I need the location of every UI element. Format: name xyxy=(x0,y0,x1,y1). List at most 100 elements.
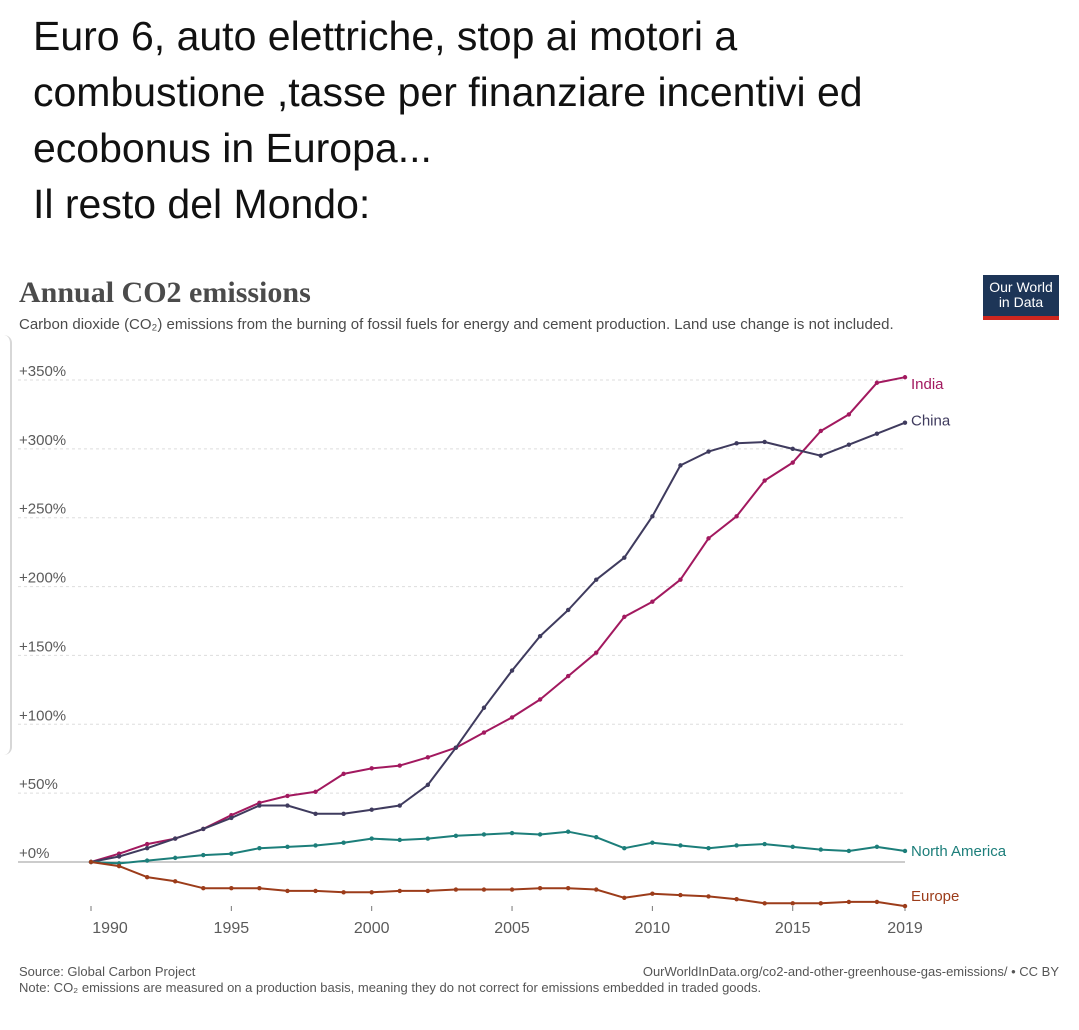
data-point xyxy=(369,890,374,895)
data-point xyxy=(818,428,823,434)
y-tick-label: +0% xyxy=(19,845,49,862)
data-point xyxy=(537,885,543,891)
data-point xyxy=(734,896,739,902)
post-caption-line: ecobonus in Europa... xyxy=(33,125,432,171)
data-point xyxy=(453,887,459,892)
y-axis: +0% +50% +100% +150% +200% +250% +300% +350% xyxy=(19,363,66,862)
data-point xyxy=(622,846,627,851)
y-tick-label: +300% xyxy=(19,432,66,449)
data-point xyxy=(706,846,711,851)
line-chart: +0% +50% +100% +150% +200% +250% +300% +350% 19… xyxy=(18,363,1007,937)
data-point xyxy=(201,885,206,891)
data-point xyxy=(818,901,823,906)
data-point xyxy=(678,463,683,468)
data-point xyxy=(285,803,290,808)
chart-legend: India China North America Europe xyxy=(911,376,1007,905)
data-point xyxy=(790,460,795,465)
data-point xyxy=(397,803,402,808)
data-point xyxy=(313,811,318,816)
data-point xyxy=(762,901,767,906)
data-point xyxy=(622,614,627,620)
data-point xyxy=(846,442,852,447)
post-caption-line: combustione ,tasse per finanziare incent… xyxy=(33,69,863,115)
data-point xyxy=(734,843,739,848)
data-point xyxy=(425,836,431,841)
x-tick-label: 2005 xyxy=(494,920,530,937)
data-point xyxy=(902,848,908,854)
data-point xyxy=(313,888,318,894)
data-point xyxy=(902,375,908,380)
data-point xyxy=(565,673,571,679)
data-point xyxy=(846,848,852,854)
data-point xyxy=(369,766,374,771)
data-point xyxy=(257,846,262,851)
data-point xyxy=(874,431,880,436)
data-point xyxy=(285,844,290,850)
data-point xyxy=(397,888,402,894)
data-point xyxy=(313,789,318,794)
data-point xyxy=(818,453,823,458)
y-tick-label: +50% xyxy=(19,776,58,793)
data-point xyxy=(173,836,178,841)
data-point xyxy=(313,843,318,848)
chart-subtitle: Carbon dioxide (CO₂) emissions from the … xyxy=(19,316,894,333)
data-point xyxy=(88,859,94,865)
owid-logo-line1: Our World xyxy=(989,279,1053,295)
owid-logo-line2: in Data xyxy=(998,294,1044,310)
data-point xyxy=(144,874,150,880)
series-line-north-america xyxy=(90,830,906,865)
data-point xyxy=(734,514,739,519)
data-point xyxy=(425,755,431,760)
data-point xyxy=(509,830,515,836)
data-point xyxy=(201,826,206,832)
data-point xyxy=(229,815,234,821)
data-point xyxy=(762,439,767,445)
data-point xyxy=(509,715,515,720)
data-point xyxy=(537,633,543,639)
data-point xyxy=(341,890,346,895)
data-point xyxy=(790,844,795,850)
data-point xyxy=(706,536,711,541)
x-tick-label: 1995 xyxy=(214,920,250,937)
chart-series xyxy=(88,375,908,909)
post-caption-line: Il resto del Mondo: xyxy=(33,181,371,227)
data-point xyxy=(762,841,767,847)
data-point xyxy=(565,829,571,834)
data-point xyxy=(144,858,150,863)
owid-logo[interactable]: Our World in Data xyxy=(983,275,1059,320)
data-point xyxy=(537,697,543,702)
data-point xyxy=(678,892,683,898)
data-point xyxy=(285,793,290,799)
data-point xyxy=(397,837,402,843)
data-point xyxy=(594,835,599,840)
data-point xyxy=(622,895,627,901)
data-point xyxy=(425,782,431,788)
data-point xyxy=(173,879,178,884)
y-tick-label: +150% xyxy=(19,638,66,655)
data-point xyxy=(341,771,346,777)
data-point xyxy=(369,807,374,812)
data-point xyxy=(116,863,122,869)
data-point xyxy=(874,844,880,850)
data-point xyxy=(874,899,880,905)
data-point xyxy=(369,836,374,841)
data-point xyxy=(509,887,515,892)
scroll-edge-indicator xyxy=(0,335,12,755)
data-point xyxy=(116,854,122,859)
data-point xyxy=(678,577,683,582)
data-point xyxy=(818,847,823,852)
data-point xyxy=(790,446,795,452)
data-point xyxy=(790,901,795,906)
data-point xyxy=(650,514,655,519)
data-point xyxy=(509,668,515,673)
post-caption-line: Euro 6, auto elettriche, stop ai motori … xyxy=(33,13,738,59)
series-label-china: China xyxy=(911,413,951,430)
data-point xyxy=(846,412,852,417)
series-label-india: India xyxy=(911,376,944,393)
x-tick-label: 1990 xyxy=(92,920,128,937)
data-point xyxy=(425,888,431,894)
x-tick-label: 2000 xyxy=(354,920,390,937)
data-point xyxy=(201,852,206,858)
data-point xyxy=(285,888,290,894)
source-url-link[interactable]: OurWorldInData.org/co2-and-other-greenho… xyxy=(642,964,1059,979)
